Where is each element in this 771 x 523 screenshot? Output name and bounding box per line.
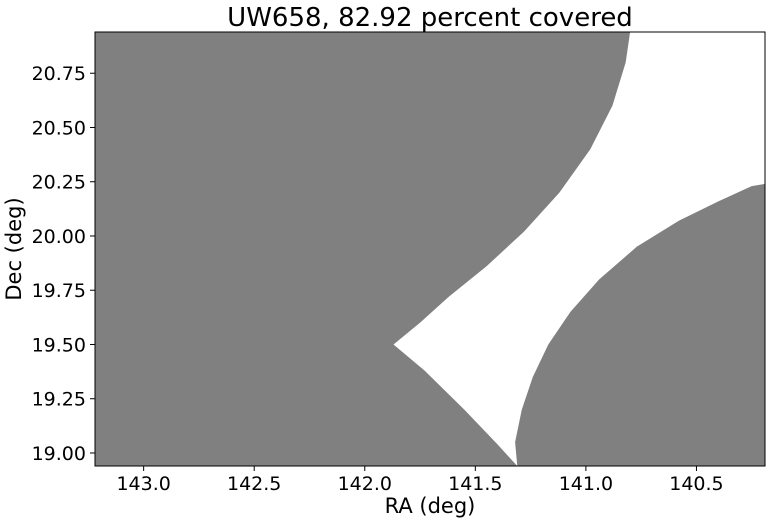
x-tick-label: 143.0 <box>116 473 170 495</box>
x-tick-label: 140.5 <box>669 473 723 495</box>
x-axis-label: RA (deg) <box>385 494 476 518</box>
covered-region-1 <box>95 32 631 466</box>
x-tick-label: 142.5 <box>227 473 281 495</box>
y-tick-label: 19.75 <box>32 280 86 302</box>
y-axis: 19.00 19.25 19.50 19.75 20.00 20.25 20.50 20.75 <box>32 63 95 465</box>
y-tick-label: 19.50 <box>32 334 86 356</box>
plot-frame <box>94 31 766 467</box>
y-tick-label: 19.00 <box>32 443 86 465</box>
y-tick-label: 19.25 <box>32 389 86 411</box>
x-tick-label: 142.0 <box>338 473 392 495</box>
plot-area <box>95 32 765 466</box>
y-axis-label: Dec (deg) <box>2 197 26 300</box>
y-tick-label: 20.75 <box>32 63 86 85</box>
chart-title: UW658, 82.92 percent covered <box>227 3 633 33</box>
y-tick-label: 20.00 <box>32 226 86 248</box>
covered-region-2 <box>515 183 765 466</box>
x-tick-label: 141.5 <box>448 473 502 495</box>
x-axis: 143.0 142.5 142.0 141.5 141.0 140.5 <box>116 466 724 495</box>
y-tick-label: 20.50 <box>32 117 86 139</box>
x-tick-label: 141.0 <box>559 473 613 495</box>
y-tick-label: 20.25 <box>32 172 86 194</box>
